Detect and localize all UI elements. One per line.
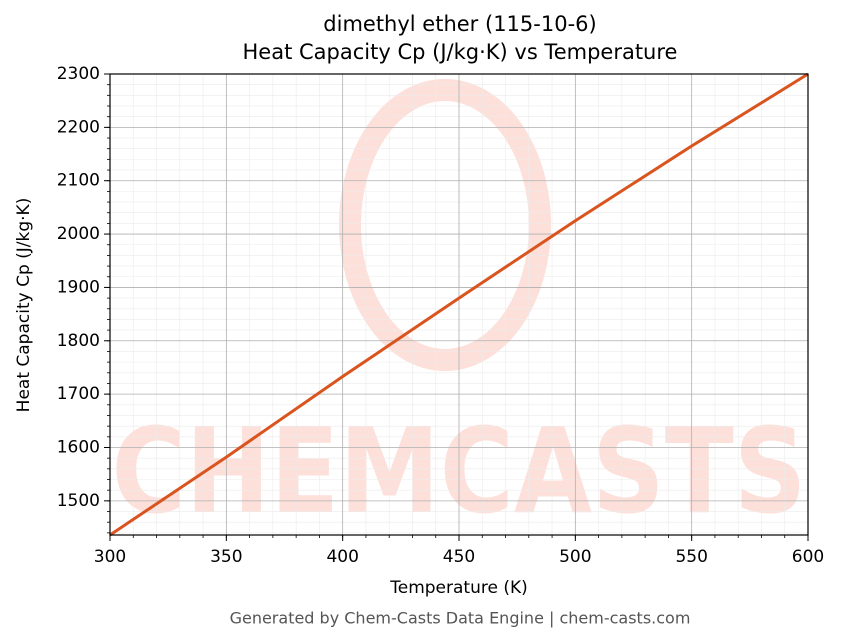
x-tick-label: 350	[210, 547, 242, 567]
x-tick-label: 550	[675, 547, 707, 567]
y-tick-label: 1700	[57, 384, 100, 404]
y-tick-label: 2000	[57, 224, 100, 244]
data-line	[109, 72, 809, 537]
watermark-ring	[339, 79, 551, 371]
y-tick-label: 2100	[57, 171, 100, 191]
y-tick-label: 1500	[57, 491, 100, 511]
y-tick-label: 1900	[57, 277, 100, 297]
y-tick-label: 1600	[57, 437, 100, 457]
x-axis-label: Temperature (K)	[389, 578, 528, 598]
y-tick-label: 2200	[57, 117, 100, 137]
y-axis-label: Heat Capacity Cp (J/kg·K)	[14, 198, 34, 413]
chart-subtitle: Heat Capacity Cp (J/kg·K) vs Temperature	[243, 40, 678, 64]
y-tick-label: 2300	[57, 64, 100, 84]
footer: Generated by Chem-Casts Data Engine | ch…	[230, 609, 691, 628]
plot-frame	[109, 73, 809, 536]
x-tick-label: 300	[94, 547, 126, 567]
chart-title: dimethyl ether (115-10-6)	[323, 12, 596, 36]
x-tick-label: 500	[559, 547, 591, 567]
x-tick-label: 450	[443, 547, 475, 567]
x-tick-label: 600	[792, 547, 824, 567]
y-tick-label: 1800	[57, 331, 100, 351]
x-tick-label: 400	[326, 547, 358, 567]
